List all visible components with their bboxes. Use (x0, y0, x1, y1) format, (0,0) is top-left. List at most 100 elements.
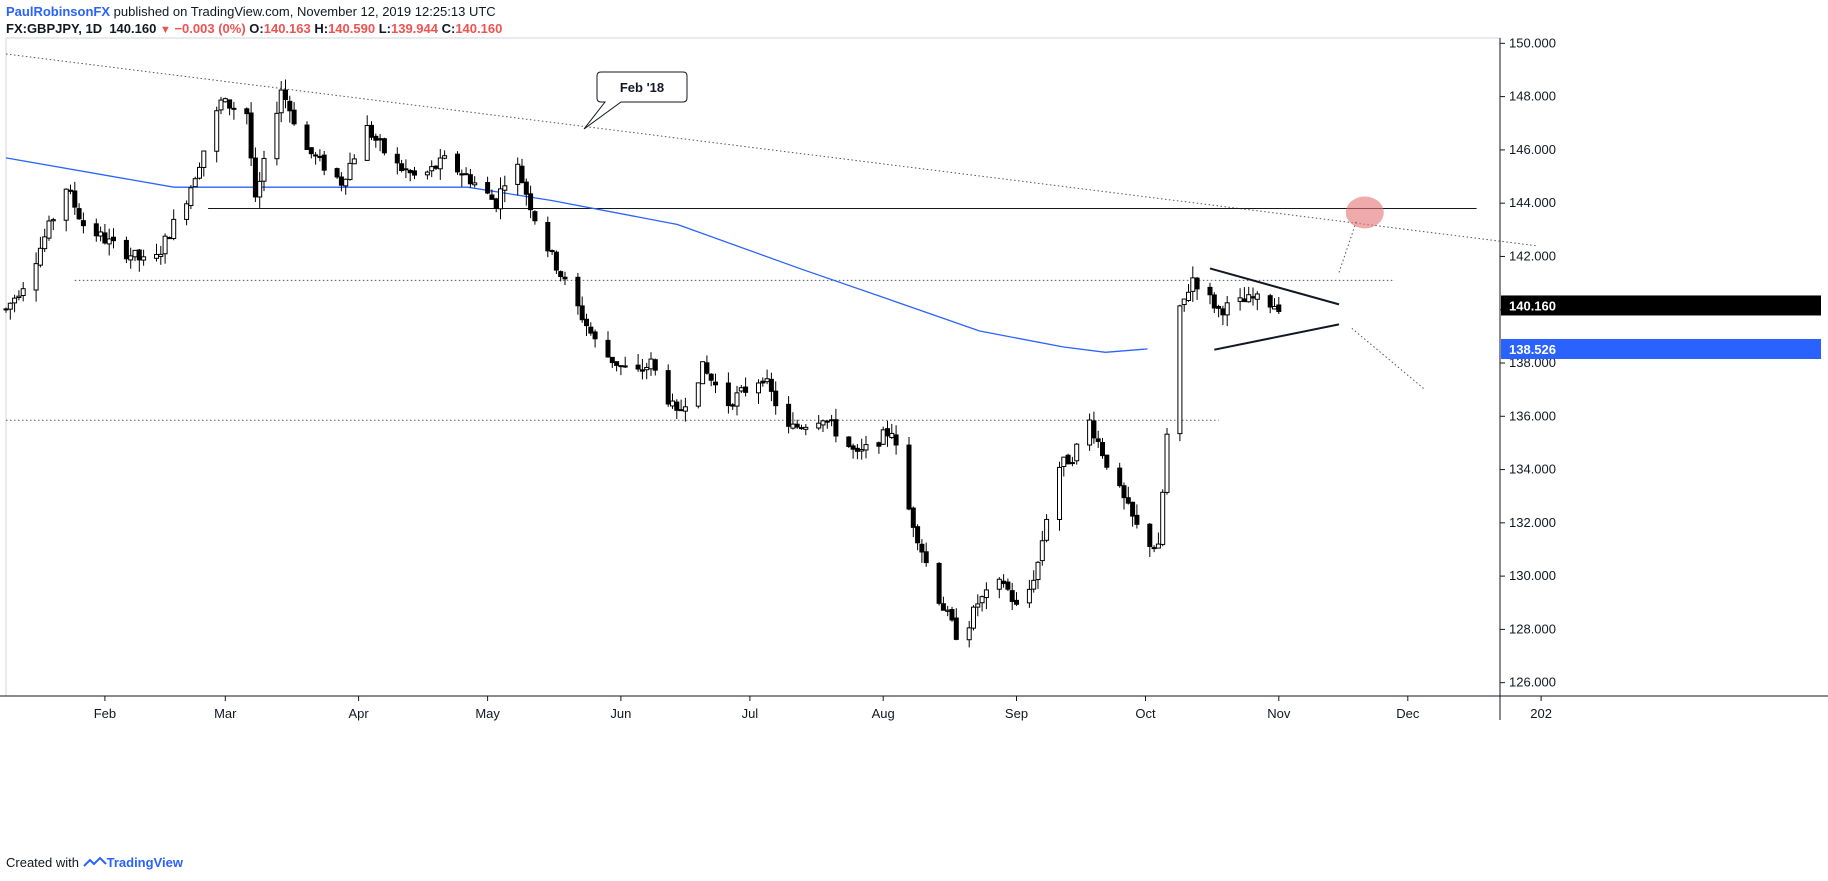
footer: Created with TradingView (6, 855, 183, 870)
candle-body (592, 331, 598, 340)
candle-body (975, 603, 981, 608)
candle-body (1065, 454, 1071, 465)
candle-body (678, 409, 684, 412)
candle-body (695, 382, 701, 407)
candle-body (1095, 438, 1101, 442)
candle-body (940, 603, 946, 611)
downside-projection-line (1351, 327, 1426, 391)
candle-body (184, 203, 190, 220)
x-tick-label: 202 (1530, 706, 1552, 721)
x-tick-label: Dec (1396, 706, 1420, 721)
symbol-label[interactable]: FX:GBPJPY, 1D (6, 21, 103, 36)
candle-body (291, 109, 297, 125)
ma-price-label: 138.526 (1509, 342, 1556, 357)
candle-body (493, 198, 499, 210)
candle-body (429, 166, 435, 172)
candle-body (12, 297, 18, 304)
candle-body (545, 222, 551, 252)
candle-body (1237, 297, 1243, 302)
candle-body (261, 157, 267, 182)
candle-body (966, 627, 972, 641)
candle-body (424, 171, 430, 176)
candle-body (351, 158, 357, 165)
candle-body (515, 163, 521, 185)
candle-body (1181, 298, 1187, 306)
candle-body (1194, 277, 1200, 290)
candle-body (166, 237, 172, 240)
candle-body (1250, 296, 1256, 299)
candle-body (373, 135, 379, 141)
candle-body (906, 444, 912, 510)
candle-body (1005, 581, 1011, 590)
close-value: 140.160 (455, 21, 503, 36)
published-text: published on TradingView.com, November 1… (113, 4, 496, 19)
candle-body (854, 447, 860, 452)
candle-body (936, 562, 942, 604)
x-tick-label: Sep (1005, 706, 1028, 721)
candle-body (996, 578, 1002, 590)
candle-body (485, 182, 491, 194)
candle-body (1276, 304, 1282, 312)
created-with-text: Created with (6, 855, 79, 870)
candle-body (308, 147, 314, 155)
moving-average-line (5, 157, 1148, 353)
candle-body (3, 308, 9, 311)
x-tick-label: Feb (94, 706, 116, 721)
triangle-lower-line (1214, 323, 1340, 351)
candle-body (1121, 485, 1127, 499)
candle-body (945, 609, 951, 612)
candle-body (790, 423, 796, 429)
candle-body (713, 381, 718, 386)
candle-body (1069, 462, 1075, 465)
y-tick-label: 136.000 (1509, 408, 1556, 423)
candle-body (463, 173, 469, 176)
candle-body (756, 382, 761, 394)
candle-body (394, 153, 400, 164)
candle-body (575, 276, 581, 307)
candle-body (1147, 523, 1153, 548)
candle-body (201, 150, 207, 168)
candle-body (222, 98, 228, 103)
candle-body (876, 442, 882, 447)
candle-body (609, 356, 615, 364)
candle-body (192, 178, 198, 188)
candle-body (1151, 547, 1157, 550)
candle-body (437, 157, 443, 170)
candle-body (321, 154, 327, 171)
candle-body (644, 366, 650, 371)
candle-body (648, 358, 654, 370)
candle-body (472, 182, 478, 186)
candle-body (773, 390, 779, 407)
last-price-badge (1501, 295, 1821, 316)
candle-body (171, 218, 177, 239)
candle-body (227, 99, 233, 109)
candle-body (1272, 306, 1277, 310)
candle-body (923, 551, 929, 564)
target-zone-ellipse (1345, 196, 1384, 229)
author-link[interactable]: PaulRobinsonFX (6, 4, 110, 19)
tradingview-link[interactable]: TradingView (106, 855, 183, 870)
candle-body (283, 89, 288, 101)
candle-body (489, 194, 495, 200)
candle-body (768, 378, 774, 392)
candle-body (829, 419, 835, 422)
candle-body (102, 232, 108, 244)
x-tick-label: May (475, 706, 500, 721)
candle-body (37, 247, 43, 266)
y-tick-label: 148.000 (1509, 89, 1556, 104)
candle-body (498, 188, 503, 210)
y-tick-label: 134.000 (1509, 462, 1556, 477)
candle-body (244, 108, 250, 115)
close-label: C: (441, 21, 456, 36)
candle-body (111, 236, 116, 242)
plot-border (5, 37, 1501, 697)
candle-body (682, 406, 688, 412)
candle-body (639, 369, 645, 372)
candle-body (665, 370, 671, 405)
last-price-label: 140.160 (1509, 298, 1556, 313)
candle-body (317, 155, 323, 158)
x-tick-label: Jun (610, 706, 631, 721)
candle-body (635, 364, 641, 370)
candle-body (1241, 298, 1247, 303)
